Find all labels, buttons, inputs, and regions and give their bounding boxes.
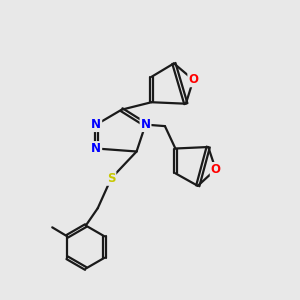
Text: S: S bbox=[107, 172, 116, 185]
Text: N: N bbox=[91, 142, 101, 155]
Text: O: O bbox=[211, 163, 221, 176]
Text: N: N bbox=[91, 118, 101, 131]
Text: O: O bbox=[188, 73, 198, 86]
Text: N: N bbox=[140, 118, 151, 131]
